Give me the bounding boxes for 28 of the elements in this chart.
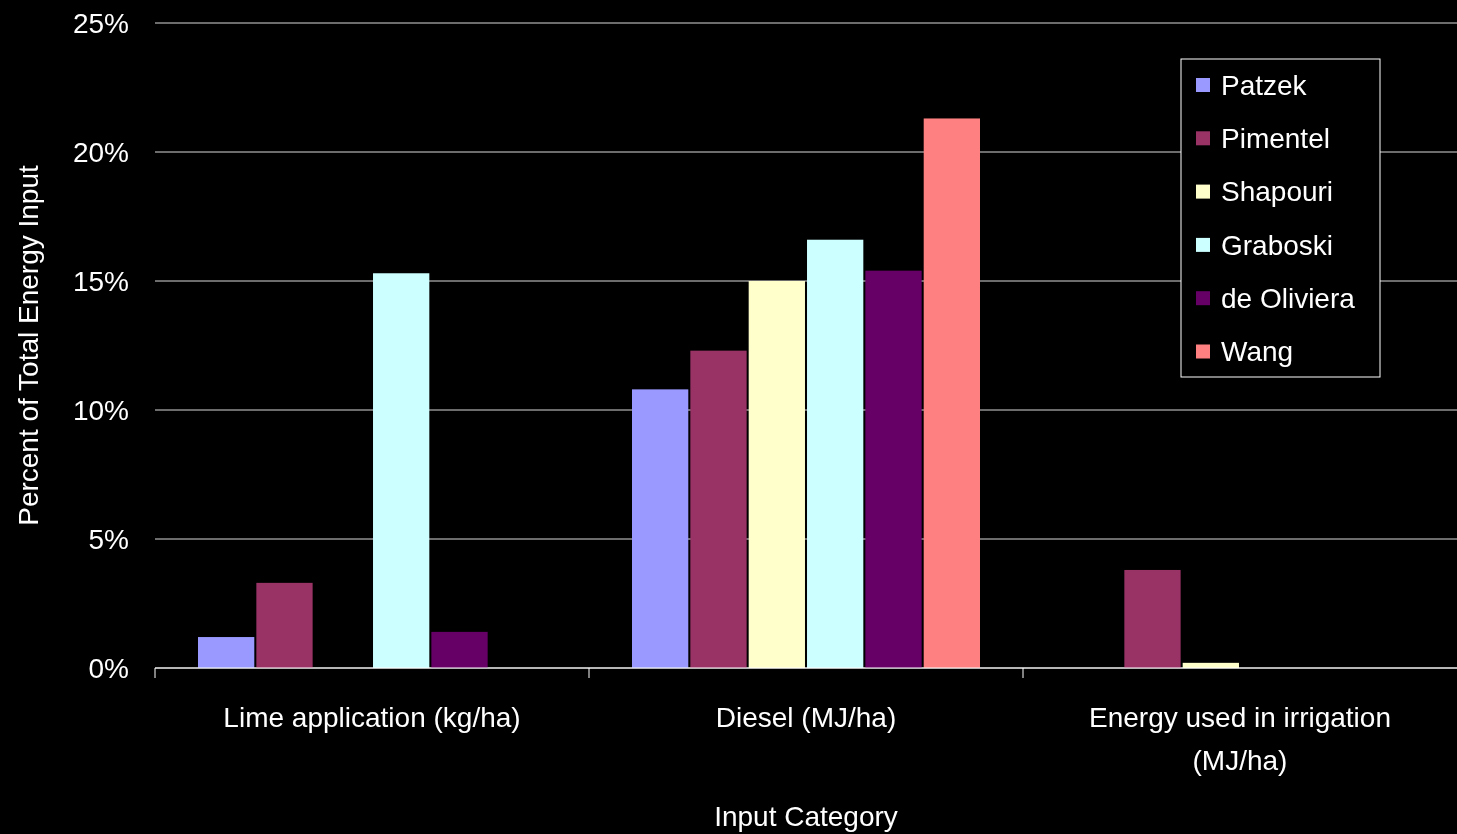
legend-label: Pimentel bbox=[1221, 123, 1330, 155]
x-axis-title: Input Category bbox=[714, 801, 898, 832]
y-tick-label: 25% bbox=[72, 7, 129, 39]
bar bbox=[373, 273, 430, 668]
legend-label: Shapouri bbox=[1221, 176, 1334, 208]
bar bbox=[807, 239, 864, 668]
bar bbox=[923, 118, 980, 668]
x-tick-label: Lime application (kg/ha) bbox=[223, 702, 521, 733]
bar bbox=[1124, 569, 1181, 668]
legend-label: de Oliviera bbox=[1221, 283, 1356, 314]
x-tick-label: Diesel (MJ/ha) bbox=[715, 702, 897, 733]
legend-label: Patzek bbox=[1221, 69, 1308, 101]
bar bbox=[198, 637, 255, 668]
y-tick-label: 0% bbox=[88, 652, 129, 684]
bar bbox=[865, 270, 922, 668]
legend-label: Wang bbox=[1221, 336, 1294, 368]
bar bbox=[690, 350, 747, 668]
bar bbox=[256, 582, 313, 668]
bar bbox=[431, 631, 488, 668]
x-tick-label: Energy used in irrigation (MJ/ha) bbox=[1089, 702, 1391, 777]
y-tick-label: 20% bbox=[72, 136, 129, 168]
y-tick-label: 10% bbox=[72, 394, 129, 426]
y-axis-title: Percent of Total Energy Input bbox=[13, 164, 44, 526]
bar bbox=[748, 281, 805, 668]
y-tick-label: 15% bbox=[72, 265, 129, 297]
legend-label: Graboski bbox=[1221, 229, 1334, 261]
bar bbox=[632, 389, 689, 668]
y-tick-label: 5% bbox=[88, 523, 129, 555]
